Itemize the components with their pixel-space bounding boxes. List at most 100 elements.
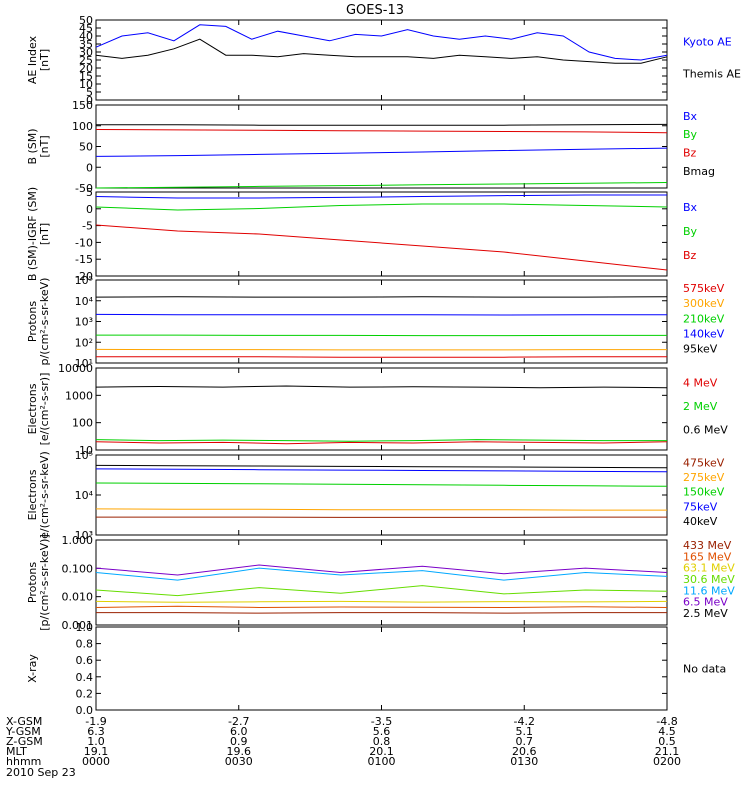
- y-axis-label: [nT]: [38, 223, 51, 245]
- x-axis-value: 0030: [225, 755, 253, 768]
- panel-electrons2: 10³ 10⁴ 10⁵ Electrons e/(cm²-s-sr-keV) 475keV…: [26, 449, 725, 542]
- panel-xray: 0.0 0.2 0.4 0.6 0.8 1.0 X-ray No data: [26, 621, 726, 717]
- legend-label: 40keV: [683, 515, 718, 528]
- y-tick-label: 45: [79, 22, 93, 35]
- y-axis-label: B (SM)-IGRF (SM): [26, 187, 39, 281]
- x-axis-row-label: Y-GSM: [5, 725, 41, 738]
- series-300kev: [95, 348, 667, 351]
- x-axis-value: -3.5: [371, 715, 392, 728]
- series-433-mev: [96, 612, 667, 614]
- panel-frame: [95, 279, 668, 364]
- legend-label: 140keV: [683, 327, 725, 340]
- y-axis-label: [nT]: [38, 135, 51, 157]
- plot-title: GOES-13: [346, 3, 404, 18]
- y-tick-label: 10³: [75, 529, 93, 542]
- series-kyoto-ae: [95, 24, 668, 61]
- x-axis-value: 0130: [510, 755, 538, 768]
- legend-label: 150keV: [683, 486, 725, 499]
- series-40kev: [95, 464, 668, 469]
- no-data-note: No data: [683, 663, 726, 676]
- x-axis-value: 0.7: [516, 735, 534, 748]
- y-tick-label: -10: [75, 236, 93, 249]
- y-tick-label: 10⁵: [75, 449, 93, 462]
- legend-label: 575keV: [683, 282, 725, 295]
- series-210kev: [96, 334, 667, 337]
- y-tick-label: 0.0: [76, 704, 94, 717]
- legend-label: 11.6 MeV: [683, 584, 735, 597]
- y-tick-label: 10³: [75, 316, 93, 329]
- series-11.6-mev: [95, 567, 668, 581]
- y-tick-label: 30: [79, 46, 93, 59]
- legend-label: 95keV: [683, 342, 718, 355]
- y-axis-label: [nT]: [38, 49, 51, 71]
- x-axis-value: 21.1: [655, 745, 680, 758]
- y-axis-label: [p/(cm²-s-sr-keV)]: [38, 534, 51, 631]
- y-tick-label: -15: [75, 253, 93, 266]
- series-165-mev: [95, 605, 668, 609]
- y-tick-label: 50: [79, 14, 93, 27]
- y-tick-label: 10000: [58, 362, 93, 375]
- series-by: [95, 203, 668, 211]
- series-63.1-mev: [95, 600, 668, 603]
- panel-bigrf: -20 -15 -10 -5 0 5 B (SM)-IGRF (SM) [nT] Bx By Bz: [26, 186, 698, 283]
- panel-protons2: 0.001 0.010 0.100 1.000 Protons [p/(cm²-s-sr-…: [26, 534, 735, 632]
- legend-label: 2 MeV: [683, 400, 718, 413]
- y-tick-label: 20: [79, 62, 93, 75]
- series-30.6-mev: [95, 585, 668, 597]
- x-axis-value: 5.1: [516, 725, 534, 738]
- x-axis-value: 19.1: [84, 745, 109, 758]
- x-axis-value: -2.7: [228, 715, 249, 728]
- series-bz: [95, 129, 668, 134]
- y-tick-label: 100: [72, 120, 93, 133]
- legend-label: By: [683, 128, 698, 141]
- legend-label: 433 MeV: [683, 539, 732, 552]
- legend-label: Bz: [683, 249, 697, 262]
- legend-label: 0.6 MeV: [683, 424, 728, 437]
- series-themis-ae: [95, 38, 668, 64]
- y-tick-label: 10: [79, 78, 93, 91]
- x-axis-value: 6.0: [230, 725, 248, 738]
- series-75kev: [95, 468, 668, 473]
- series-2-mev: [95, 439, 667, 442]
- legend-label: 63.1 MeV: [683, 562, 735, 575]
- x-axis-value: 6.3: [87, 725, 105, 738]
- x-axis-row-label: hhmm: [6, 755, 41, 768]
- series-275kev: [95, 508, 667, 511]
- legend-label: 275keV: [683, 471, 725, 484]
- series-6.5-mev: [95, 564, 668, 576]
- x-axis-value: 20.6: [512, 745, 537, 758]
- y-tick-label: 10⁴: [75, 489, 94, 502]
- y-axis-label: X-ray: [26, 654, 39, 683]
- panel-bsm: -50 0 50 100 150 B (SM) [nT] Bx By Bz Bmag: [26, 99, 715, 195]
- y-tick-label: 10²: [75, 336, 93, 349]
- y-tick-label: 150: [72, 99, 93, 112]
- y-tick-label: 40: [79, 30, 93, 43]
- legend-label: 4 MeV: [683, 377, 718, 390]
- series-0.6-mev: [95, 385, 668, 389]
- legend-label: Bmag: [683, 165, 715, 178]
- x-axis-value: 19.6: [227, 745, 252, 758]
- x-axis-value: 20.1: [369, 745, 394, 758]
- y-tick-label: 100: [72, 417, 93, 430]
- y-axis-label: Electrons: [26, 469, 39, 520]
- panel-electrons1: 10 100 1000 10000 Electrons [e/(cm²-s-sr)] 4 M…: [26, 362, 728, 457]
- x-axis-row-label: Z-GSM: [6, 735, 43, 748]
- y-tick-label: 10⁵: [75, 274, 93, 287]
- y-tick-label: -5: [82, 220, 93, 233]
- legend-label: 300keV: [683, 297, 725, 310]
- y-tick-label: 0.2: [76, 687, 94, 700]
- y-tick-label: 10¹: [75, 357, 93, 370]
- series-bx: [95, 194, 667, 199]
- x-axis-value: 0100: [368, 755, 396, 768]
- y-axis-label: Protons: [26, 562, 39, 603]
- y-axis-label: e/(cm²-s-sr-keV): [38, 451, 51, 539]
- legend-label: Bx: [683, 201, 698, 214]
- panel-protons1: 10¹ 10² 10³ 10⁴ 10⁵ Protons p/(cm²-s-sr-keV) 57…: [26, 274, 725, 370]
- x-axis-value: 0.9: [230, 735, 248, 748]
- y-tick-label: 1.0: [76, 621, 94, 634]
- y-tick-label: 0: [86, 203, 93, 216]
- x-axis-value: 4.5: [658, 725, 676, 738]
- y-tick-label: 10⁴: [75, 295, 94, 308]
